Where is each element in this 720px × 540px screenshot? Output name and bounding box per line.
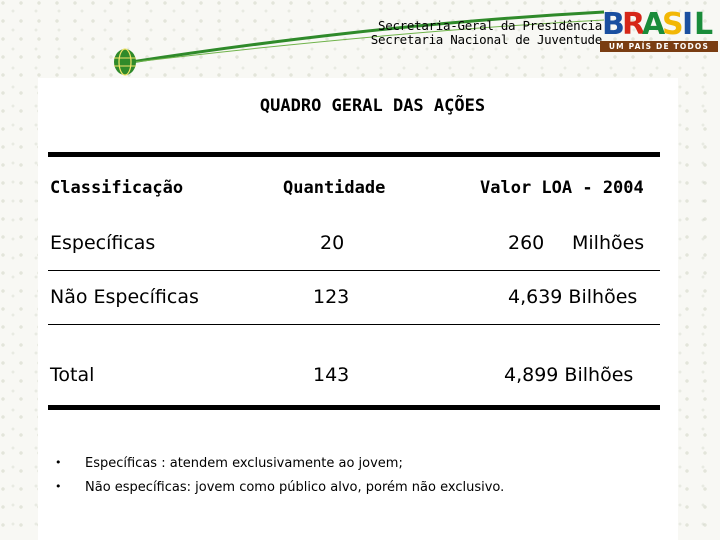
row-value-total: 4,899 Bilhões (504, 364, 634, 386)
row-value-number: 260 (508, 232, 545, 254)
brasil-letter: A (642, 7, 666, 42)
row-label: Específicas (50, 232, 156, 254)
brasil-logo-word: B R A S I L (600, 8, 718, 40)
row-quantity-total: 143 (313, 364, 350, 386)
page-title: QUADRO GERAL DAS AÇÕES (259, 96, 486, 116)
brasil-letter: L (694, 7, 714, 42)
table-bottom-rule (48, 405, 660, 410)
row-label-total: Total (50, 364, 95, 386)
row-quantity: 123 (313, 286, 350, 308)
row-label: Não Específicas (50, 286, 199, 308)
bullet-icon: • (55, 480, 62, 493)
brasil-letter: B (602, 7, 625, 42)
bullet-icon: • (55, 456, 62, 469)
row-divider (48, 270, 660, 271)
note-term: Específicas (85, 456, 158, 471)
note-term: Não específicas (85, 480, 187, 495)
row-value-unit: Milhões (572, 232, 645, 254)
brasil-letter: I (682, 7, 694, 42)
table-top-rule (48, 152, 660, 157)
column-header-valor: Valor LOA - 2004 (480, 178, 644, 198)
column-header-quantidade: Quantidade (283, 178, 386, 198)
column-header-classificacao: Classificação (50, 178, 184, 198)
brasil-letter: S (662, 7, 684, 42)
row-quantity: 20 (320, 232, 345, 254)
brasil-logo: B R A S I L UM PAÍS DE TODOS (600, 8, 718, 52)
header-org-line1: Secretaria-Geral da Presidência (378, 18, 602, 33)
note-definition: : atendem exclusivamente ao jovem; (157, 456, 403, 471)
brasil-logo-tagline: UM PAÍS DE TODOS (600, 41, 718, 52)
header-org-line2: Secretaria Nacional de Juventude (370, 32, 603, 47)
globe-emblem-icon (114, 48, 136, 76)
row-divider (48, 324, 660, 325)
note-definition: : jovem como público alvo, porém não exc… (186, 480, 505, 495)
brasil-letter: R (622, 7, 646, 42)
row-value: 4,639 Bilhões (508, 286, 638, 308)
green-swoosh-decoration (114, 10, 605, 76)
